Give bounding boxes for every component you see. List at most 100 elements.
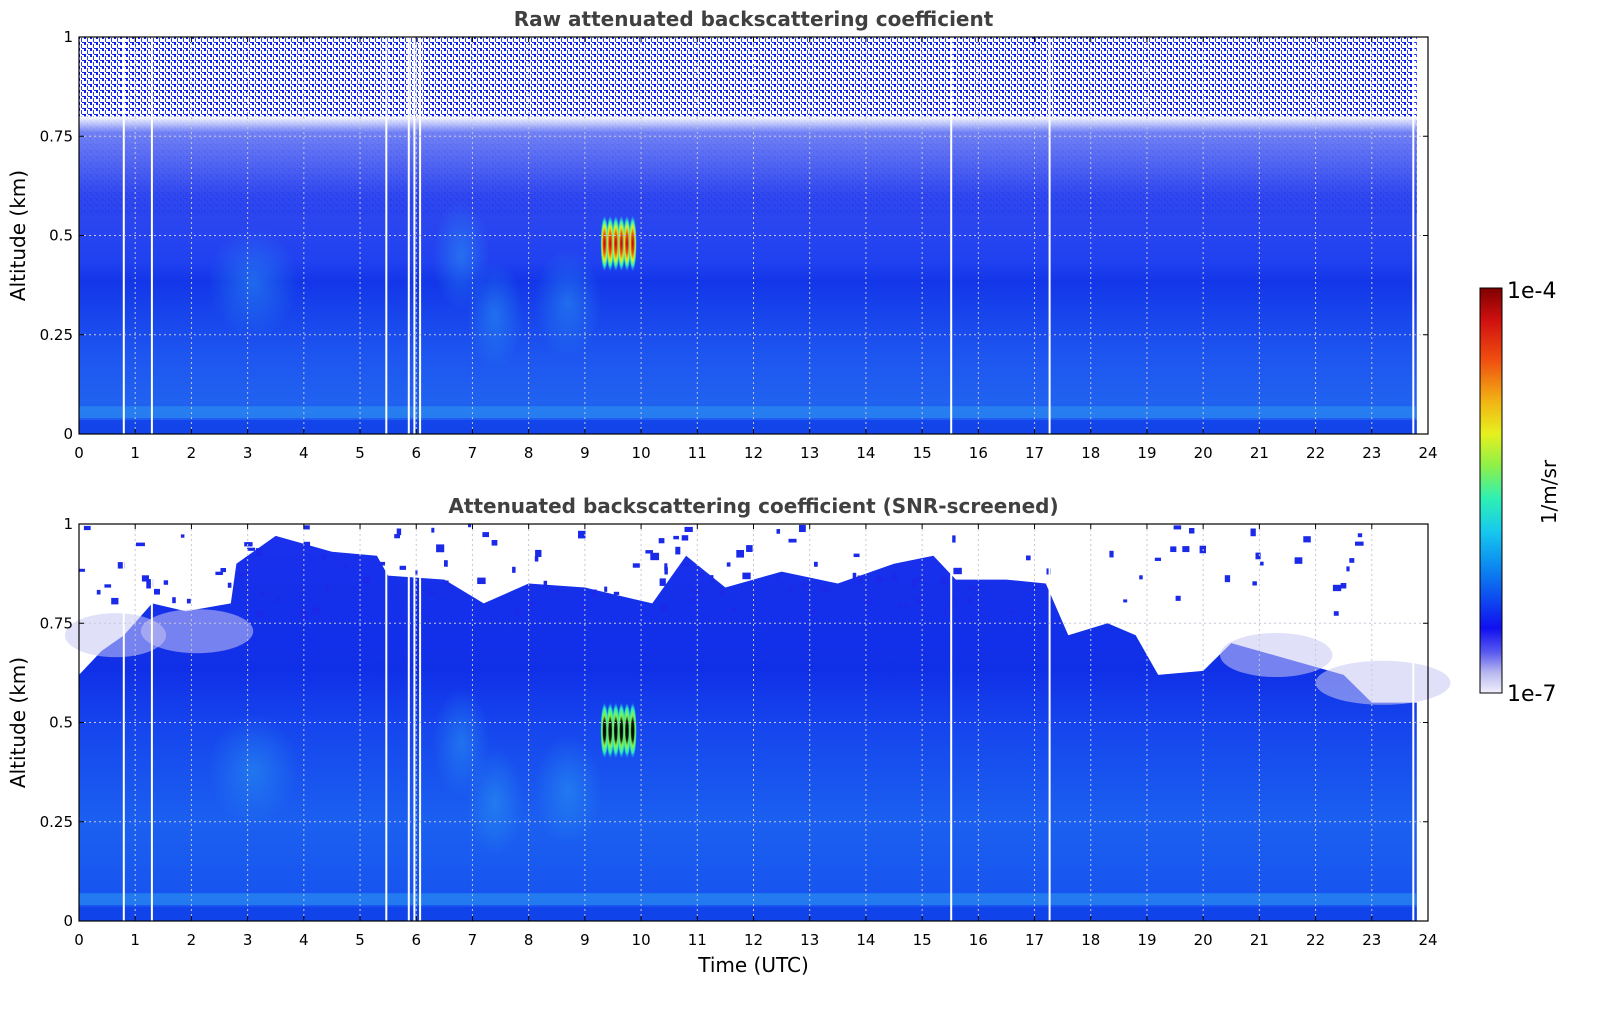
cloud-fragment <box>1109 550 1114 558</box>
surface-layer <box>79 907 1417 921</box>
cloud-fragment <box>399 565 407 570</box>
cloud-fragment <box>943 610 947 615</box>
cloud-fragment <box>554 589 560 594</box>
cloud-fragment <box>154 588 160 595</box>
cloud-fragment <box>811 609 817 614</box>
x-tick-label: 1 <box>130 444 140 462</box>
x-tick-label: 8 <box>524 931 534 949</box>
x-tick-label: 6 <box>411 444 421 462</box>
cloud-fragment <box>180 534 185 538</box>
cloud-fragment <box>1175 595 1181 601</box>
cloud-fragment <box>591 589 597 598</box>
y-axis-label: Altitude (km) <box>6 657 30 788</box>
cloud-fragment <box>258 591 265 596</box>
x-tick-label: 19 <box>1137 444 1156 462</box>
data-gap <box>122 524 125 921</box>
x-tick-label: 21 <box>1250 931 1269 949</box>
x-tick-label: 8 <box>524 444 534 462</box>
cloud-fragment <box>820 585 829 593</box>
cloud-fragment <box>1026 555 1031 561</box>
colorbar-label: 1/m/sr <box>1537 459 1561 524</box>
cloud-fragment <box>857 575 863 583</box>
cloud-fragment <box>1189 528 1195 534</box>
cloud-fragment <box>875 576 884 583</box>
strong-echo <box>600 702 609 759</box>
x-tick-label: 13 <box>800 931 819 949</box>
data-gap <box>950 524 953 921</box>
aerosol-plume <box>433 200 490 311</box>
strong-echo <box>606 702 615 759</box>
cloud-fragment <box>746 545 753 552</box>
cloud-fragment <box>1036 583 1040 589</box>
x-axis-label: Time (UTC) <box>697 953 809 977</box>
cloud-fragment <box>427 590 436 595</box>
cloud-fragment <box>664 567 668 575</box>
cloud-fragment <box>1294 557 1303 564</box>
x-tick-label: 11 <box>688 931 707 949</box>
data-gap <box>1412 37 1415 434</box>
cloud-fragment <box>436 544 445 553</box>
strong-echo <box>606 215 615 272</box>
cloud-fragment <box>731 606 737 613</box>
cloud-fragment <box>528 602 536 607</box>
cloud-fragment <box>343 565 349 569</box>
y-tick-label: 0 <box>63 912 73 930</box>
cloud-fragment <box>951 535 956 543</box>
x-tick-label: 6 <box>411 931 421 949</box>
data-gap <box>950 37 953 434</box>
cloud-fragment <box>776 574 781 582</box>
y-axis-label: Altitude (km) <box>6 170 30 301</box>
cloud-fragment <box>914 598 924 605</box>
x-tick-label: 17 <box>1025 444 1044 462</box>
cloud-fragment <box>801 582 806 590</box>
x-tick-label: 11 <box>688 444 707 462</box>
y-tick-label: 0 <box>63 425 73 443</box>
y-tick-label: 0.25 <box>40 326 73 344</box>
cloud-fragment <box>394 534 401 539</box>
x-tick-label: 18 <box>1081 444 1100 462</box>
strong-echo <box>623 702 631 759</box>
cloud-fragment <box>146 580 152 589</box>
aerosol-plume <box>208 228 299 339</box>
x-tick-label: 13 <box>800 444 819 462</box>
cloud-fragment <box>693 589 701 594</box>
panel-1: 0 1 2 3 4 5 6 7 8 9 10 11 12 13 14 15 16 17 18 19 20 21 22 23 24… <box>6 7 1438 462</box>
cloud-fragment <box>1260 561 1264 566</box>
surface-band <box>79 893 1417 906</box>
cloud-fragment <box>1252 581 1257 586</box>
cloud-fragment <box>304 525 310 530</box>
x-tick-label: 12 <box>744 931 763 949</box>
cloud-fragment <box>885 577 889 582</box>
x-tick-label: 15 <box>913 931 932 949</box>
cloud-fragment <box>1139 575 1143 580</box>
y-tick-label: 0.5 <box>49 714 73 732</box>
cloud-fragment <box>396 528 402 536</box>
strong-echo <box>617 215 626 272</box>
cloud-fragment <box>897 602 901 608</box>
cloud-fragment <box>690 597 697 603</box>
cloud-fragment <box>650 552 660 561</box>
x-tick-label: 2 <box>187 931 197 949</box>
cloud-fragment <box>83 525 91 531</box>
x-tick-label: 10 <box>632 931 651 949</box>
cloud-fragment <box>891 573 898 582</box>
cloud-fragment <box>482 532 489 538</box>
strong-echo <box>611 702 620 759</box>
cloud-fragment <box>275 596 280 603</box>
cloud-fragment <box>1333 611 1339 616</box>
cloud-fragment <box>1357 533 1363 538</box>
chart-title: Attenuated backscattering coefficient (S… <box>448 494 1058 518</box>
cloud-fragment <box>969 585 978 591</box>
aerosol-plume <box>534 247 602 358</box>
cloud-fragment <box>660 604 670 611</box>
data-gap <box>150 524 153 921</box>
cloud-fragment <box>788 587 794 592</box>
cloud-fragment <box>247 547 256 551</box>
cloud-fragment <box>915 576 924 581</box>
x-tick-label: 23 <box>1362 931 1381 949</box>
x-tick-label: 19 <box>1137 931 1156 949</box>
cloud-fragment <box>1332 584 1342 592</box>
cloud-fragment <box>1224 575 1231 583</box>
cloud-fragment <box>1123 599 1128 603</box>
x-tick-label: 23 <box>1362 444 1381 462</box>
